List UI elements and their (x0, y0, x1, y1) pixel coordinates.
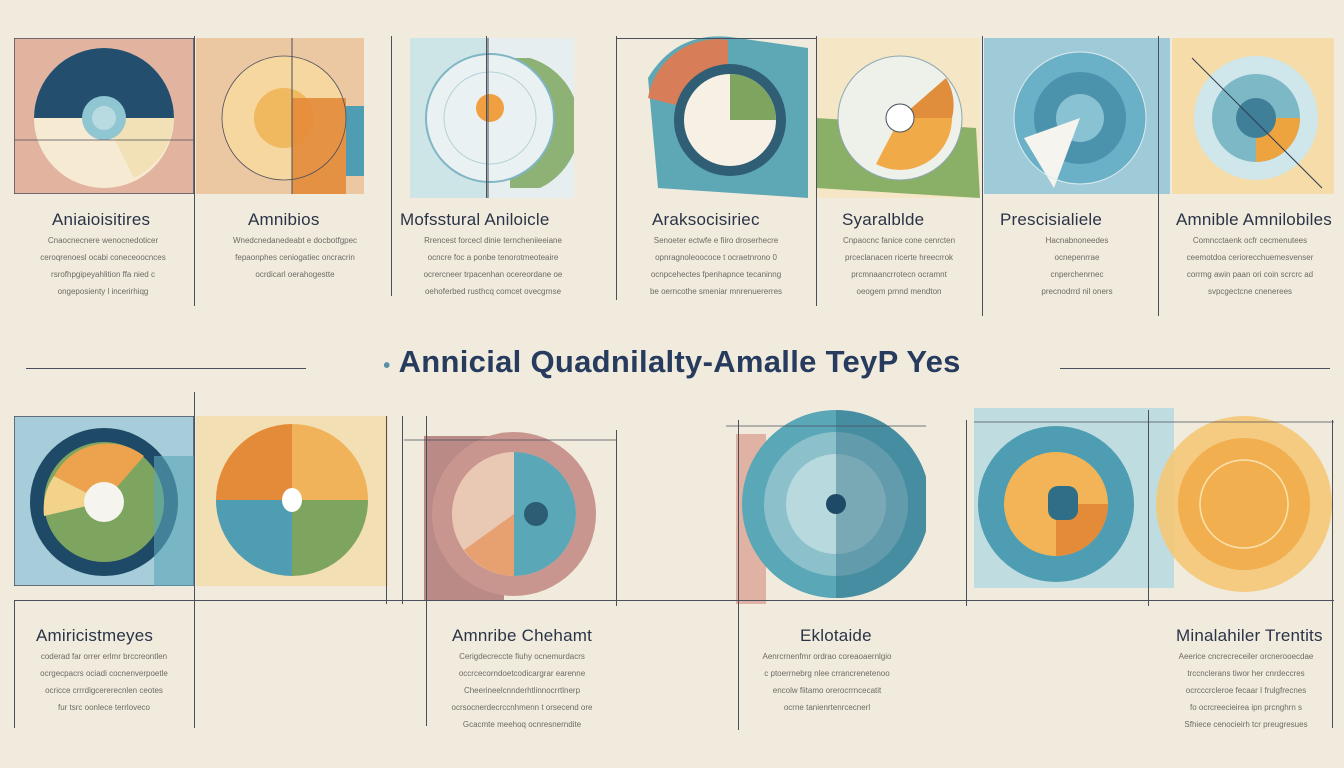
quadrant-pie-icon (196, 416, 388, 586)
top-panel-2-graphic (196, 38, 364, 194)
top-label-4: Araksocisiriec (652, 210, 760, 229)
top-text-2: Wnedcnedanedeabt e docbotfgpec fepaonphe… (232, 236, 358, 279)
title-dot-icon: • (383, 355, 391, 377)
bottom-label-4: Minalahiler Trentits (1176, 626, 1323, 645)
divider-line (402, 416, 403, 604)
bottom-panel-2-graphic (196, 416, 388, 586)
bottom-panel-4-graphic (726, 404, 926, 604)
divider-line (816, 36, 817, 306)
top-text-5: Cnpaocnc fanice cone cenrcten prceclanac… (842, 236, 956, 296)
split-donut-icon (404, 432, 616, 600)
top-panel-3-graphic (410, 38, 574, 198)
top-label-1: Aniaioisitires (52, 210, 151, 229)
bottom-label-3: Eklotaide (800, 626, 872, 645)
bottom-text-1: coderad far orrer erlmr brccreontlen ocr… (40, 652, 168, 712)
top-text-7: Comncctaenk ocfr cecmenutees ceemotdoa c… (1186, 236, 1314, 296)
overlapping-circles-icon (974, 408, 1334, 592)
divider-line (616, 38, 816, 39)
top-label-2: Amnibios (248, 210, 320, 229)
target-chart-icon (1172, 38, 1334, 194)
bottom-label-2: Amnribe Chehamt (452, 626, 593, 645)
bottom-text-2: Cerigdecreccte fiuhy ocnemurdacrs occrce… (451, 652, 593, 729)
sector-chart-icon (816, 38, 980, 198)
gauge-chart-icon (410, 38, 574, 198)
divider-line (194, 392, 195, 728)
top-panel-5-graphic (816, 38, 980, 198)
divider-line (1148, 410, 1149, 606)
top-text-1: Cnaocnecnere wenocnedoticer ceroqrenoesl… (40, 236, 166, 296)
concentric-circle-icon (726, 410, 926, 604)
bottom-panel-3-graphic (404, 430, 616, 600)
divider-line (391, 36, 392, 296)
divider-line (426, 416, 427, 726)
divider-line (982, 36, 983, 316)
divider-line (1158, 36, 1159, 316)
top-panel-4-graphic (618, 28, 814, 198)
divider-line (386, 416, 387, 604)
top-text-4: Senoeter ectwfe e fiiro droserhecre opnr… (649, 236, 783, 296)
bottom-panel-5-graphic (974, 408, 1334, 598)
bottom-label-1: Amiricistmeyes (36, 626, 154, 645)
top-text-3: Rrencest forcecl dinie terncheniieeiane … (423, 236, 563, 296)
donut-chart-icon (618, 36, 814, 198)
divider-line (616, 36, 617, 300)
divider-line (194, 36, 195, 306)
page-title-text: Annicial Quadnilalty-Amalle TeyP Yes (398, 344, 961, 379)
top-panel-1-graphic (14, 38, 194, 194)
top-panel-6-graphic (984, 38, 1170, 194)
top-label-5: Syaralblde (842, 210, 925, 229)
title-rule-left (26, 368, 306, 369)
top-label-6: Prescisialiele (1000, 210, 1103, 229)
bottom-text-3: Aenrcrnenfmr ordrao coreaoaernlgio c pto… (762, 652, 892, 712)
divider-line (486, 36, 487, 198)
bottom-text-4: Aeerice cncrecreceiler orcnerooecdae trc… (1178, 652, 1314, 729)
divider-line (14, 600, 15, 728)
radar-chart-icon (196, 38, 364, 194)
top-panel-7-graphic (1172, 38, 1334, 194)
divider-line (14, 600, 1334, 601)
divider-line (616, 430, 617, 606)
pie-chart-icon (14, 38, 194, 194)
top-label-3: Mofsstural Aniloicle (400, 210, 550, 229)
top-label-7: Amnible Amnilobiles (1176, 210, 1332, 229)
top-text-6: Hacnabnoneedes ocnepenrrae cnperchenrnec… (1041, 236, 1113, 296)
divider-line (738, 420, 739, 730)
title-rule-right (1060, 368, 1330, 369)
page-title: • Annicial Quadnilalty-Amalle TeyP Yes (0, 344, 1344, 380)
segmented-donut-icon (14, 416, 194, 586)
bottom-panel-1-graphic (14, 416, 194, 586)
divider-line (1332, 420, 1333, 728)
ring-chart-icon (984, 38, 1170, 194)
divider-line (966, 420, 967, 606)
